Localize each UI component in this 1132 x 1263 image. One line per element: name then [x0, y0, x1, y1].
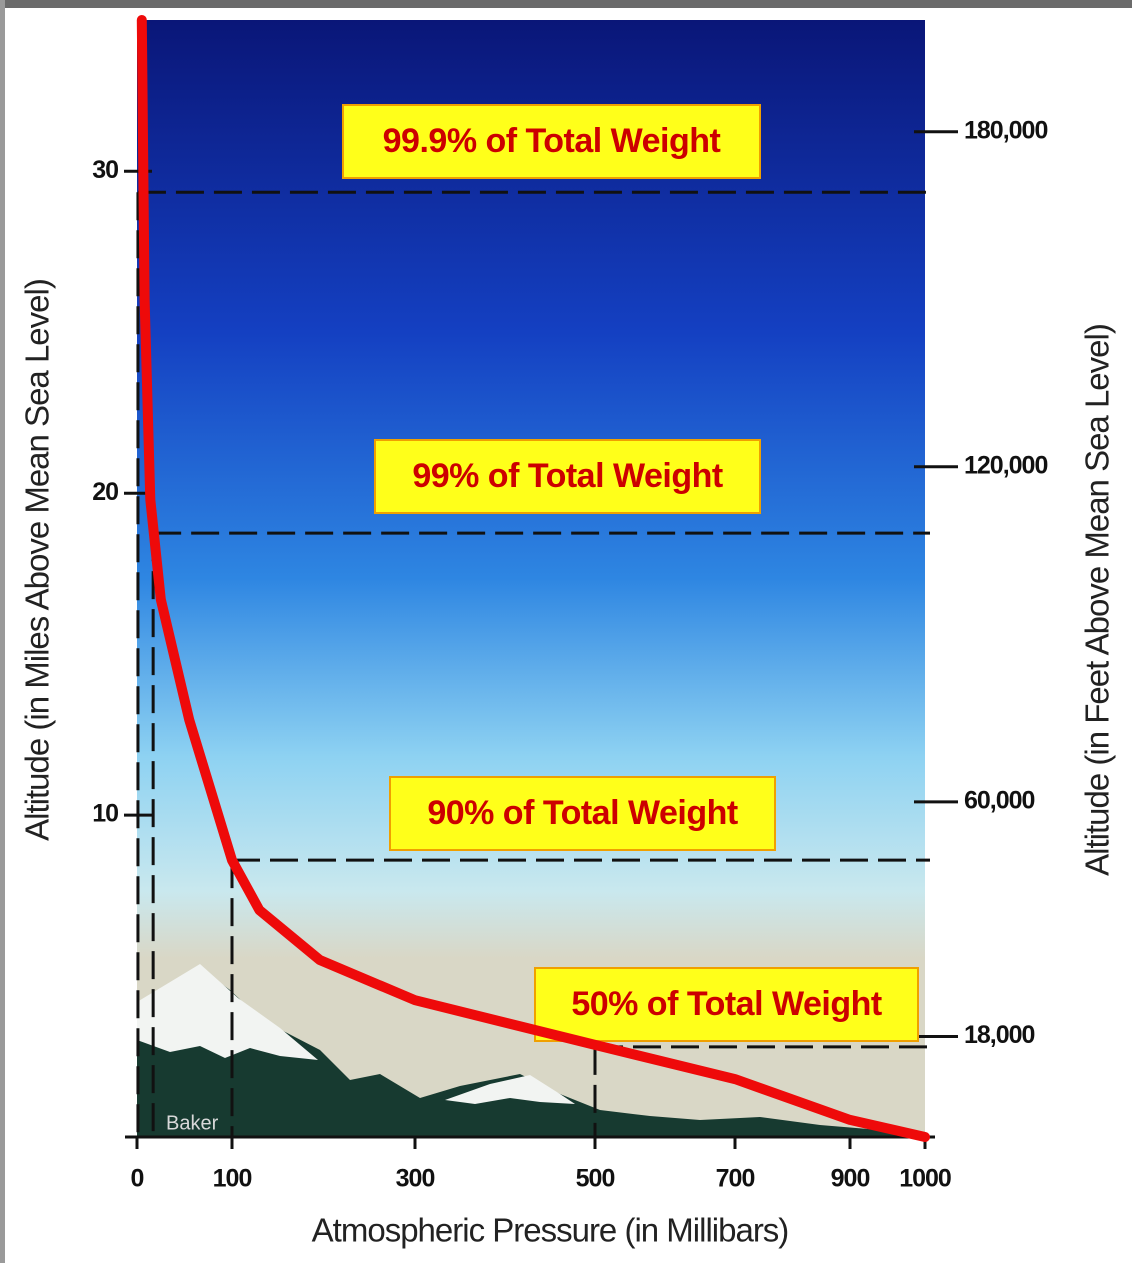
y2-tick-label: 120,000 [964, 451, 1047, 479]
x-tick-label: 900 [831, 1165, 870, 1193]
x-tick-label: 300 [396, 1165, 435, 1193]
y2-tick-label: 18,000 [964, 1021, 1035, 1049]
annotation: 99% of Total Weight [412, 457, 723, 495]
annotation: 99.9% of Total Weight [383, 122, 721, 160]
y2-tick-label: 60,000 [964, 787, 1035, 815]
annotation: 50% of Total Weight [571, 985, 882, 1023]
x-tick-label: 0 [131, 1165, 144, 1193]
x-tick-label: 1000 [899, 1165, 951, 1193]
y-tick-label: 30 [92, 156, 118, 184]
frame-top [0, 0, 1132, 8]
frame-left [0, 0, 5, 1263]
x-tick-label: 500 [576, 1165, 615, 1193]
y-axis-label: Altitude (in Miles Above Mean Sea Level) [19, 279, 56, 841]
x-tick-label: 700 [716, 1165, 755, 1193]
x-tick-label: 100 [213, 1165, 252, 1193]
y-tick-label: 10 [92, 800, 118, 828]
x-axis-label: Atmospheric Pressure (in Millibars) [312, 1212, 789, 1249]
annotation: 90% of Total Weight [427, 794, 738, 832]
y-tick-label: 20 [92, 478, 118, 506]
y2-axis-label: Altitude (in Feet Above Mean Sea Level) [1079, 324, 1116, 876]
y2-tick-label: 180,000 [964, 116, 1047, 144]
chart: Baker Altitude (in Miles Above Mean Sea … [0, 0, 1132, 1263]
mountain-label: Baker [166, 1112, 219, 1134]
